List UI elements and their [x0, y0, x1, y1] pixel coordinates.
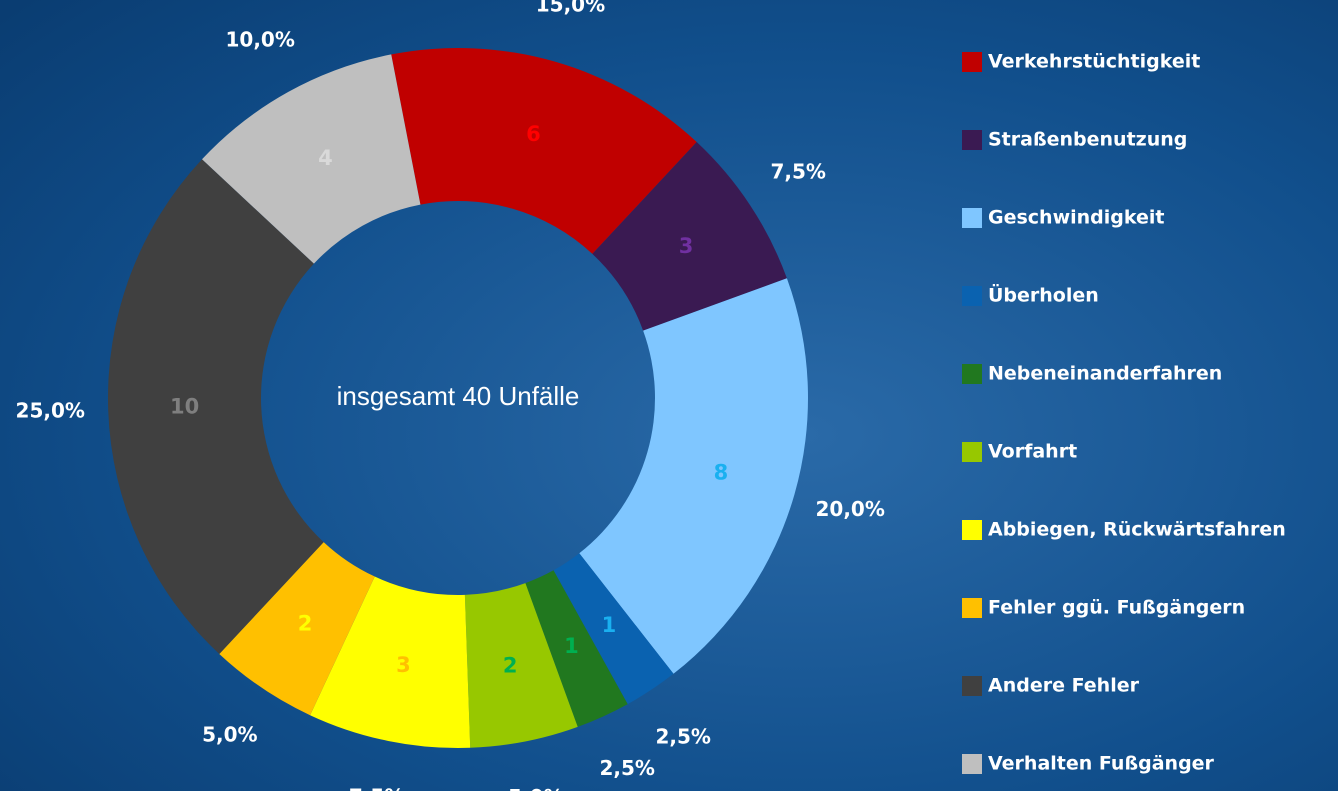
- slice-count-label: 2: [503, 653, 518, 677]
- legend-label: Verhalten Fußgänger: [988, 753, 1215, 775]
- slice-count-label: 3: [396, 653, 411, 677]
- donut-slice: [525, 570, 628, 727]
- slice-share-label: 5,0%: [202, 723, 257, 747]
- donut-slice: [202, 54, 421, 264]
- slice-share-label: 7,5%: [770, 159, 825, 183]
- legend-swatch: [962, 676, 982, 696]
- donut-slice: [579, 278, 808, 674]
- legend-swatch: [962, 442, 982, 462]
- legend-swatch: [962, 286, 982, 306]
- slice-count-label: 3: [679, 234, 694, 258]
- slice-share-label: 5,0%: [508, 785, 563, 791]
- legend-swatch: [962, 52, 982, 72]
- legend-swatch: [962, 130, 982, 150]
- center-annotation: insgesamt 40 Unfälle: [337, 381, 580, 411]
- legend-label: Verkehrstüchtigkeit: [988, 51, 1200, 73]
- slice-share-label: 20,0%: [815, 497, 884, 521]
- legend-swatch: [962, 208, 982, 228]
- legend-label: Nebeneinanderfahren: [988, 363, 1222, 385]
- donut-slice: [464, 583, 578, 748]
- donut-slice: [592, 142, 787, 331]
- slice-count-label: 8: [714, 460, 729, 484]
- donut-slice: [219, 542, 375, 716]
- legend-swatch: [962, 598, 982, 618]
- slice-count-label: 6: [526, 122, 541, 146]
- slice-share-label: 15,0%: [536, 0, 605, 16]
- legend-label: Andere Fehler: [988, 675, 1140, 697]
- slice-count-label: 2: [298, 612, 313, 636]
- legend-label: Fehler ggü. Fußgängern: [988, 597, 1245, 619]
- donut-slice: [107, 159, 324, 654]
- legend-swatch: [962, 520, 982, 540]
- slice-share-label: 25,0%: [16, 399, 85, 423]
- donut-slice: [391, 48, 697, 254]
- legend-swatch: [962, 364, 982, 384]
- slice-share-label: 10,0%: [226, 28, 295, 52]
- slice-count-label: 1: [564, 634, 579, 658]
- slice-share-label: 7,5%: [349, 784, 404, 791]
- legend-swatch: [962, 754, 982, 774]
- slice-count-label: 4: [318, 146, 333, 170]
- legend-label: Vorfahrt: [988, 441, 1077, 463]
- slice-count-label: 1: [602, 613, 617, 637]
- donut-slice: [310, 576, 471, 748]
- slice-share-label: 2,5%: [655, 725, 710, 749]
- donut-slice: [553, 553, 674, 705]
- legend-label: Straßenbenutzung: [988, 129, 1187, 151]
- slice-share-label: 2,5%: [599, 756, 654, 780]
- legend-label: Geschwindigkeit: [988, 207, 1165, 229]
- legend-label: Abbiegen, Rückwärtsfahren: [988, 519, 1286, 541]
- legend-label: Überholen: [988, 283, 1099, 307]
- slice-count-label: 10: [170, 395, 199, 419]
